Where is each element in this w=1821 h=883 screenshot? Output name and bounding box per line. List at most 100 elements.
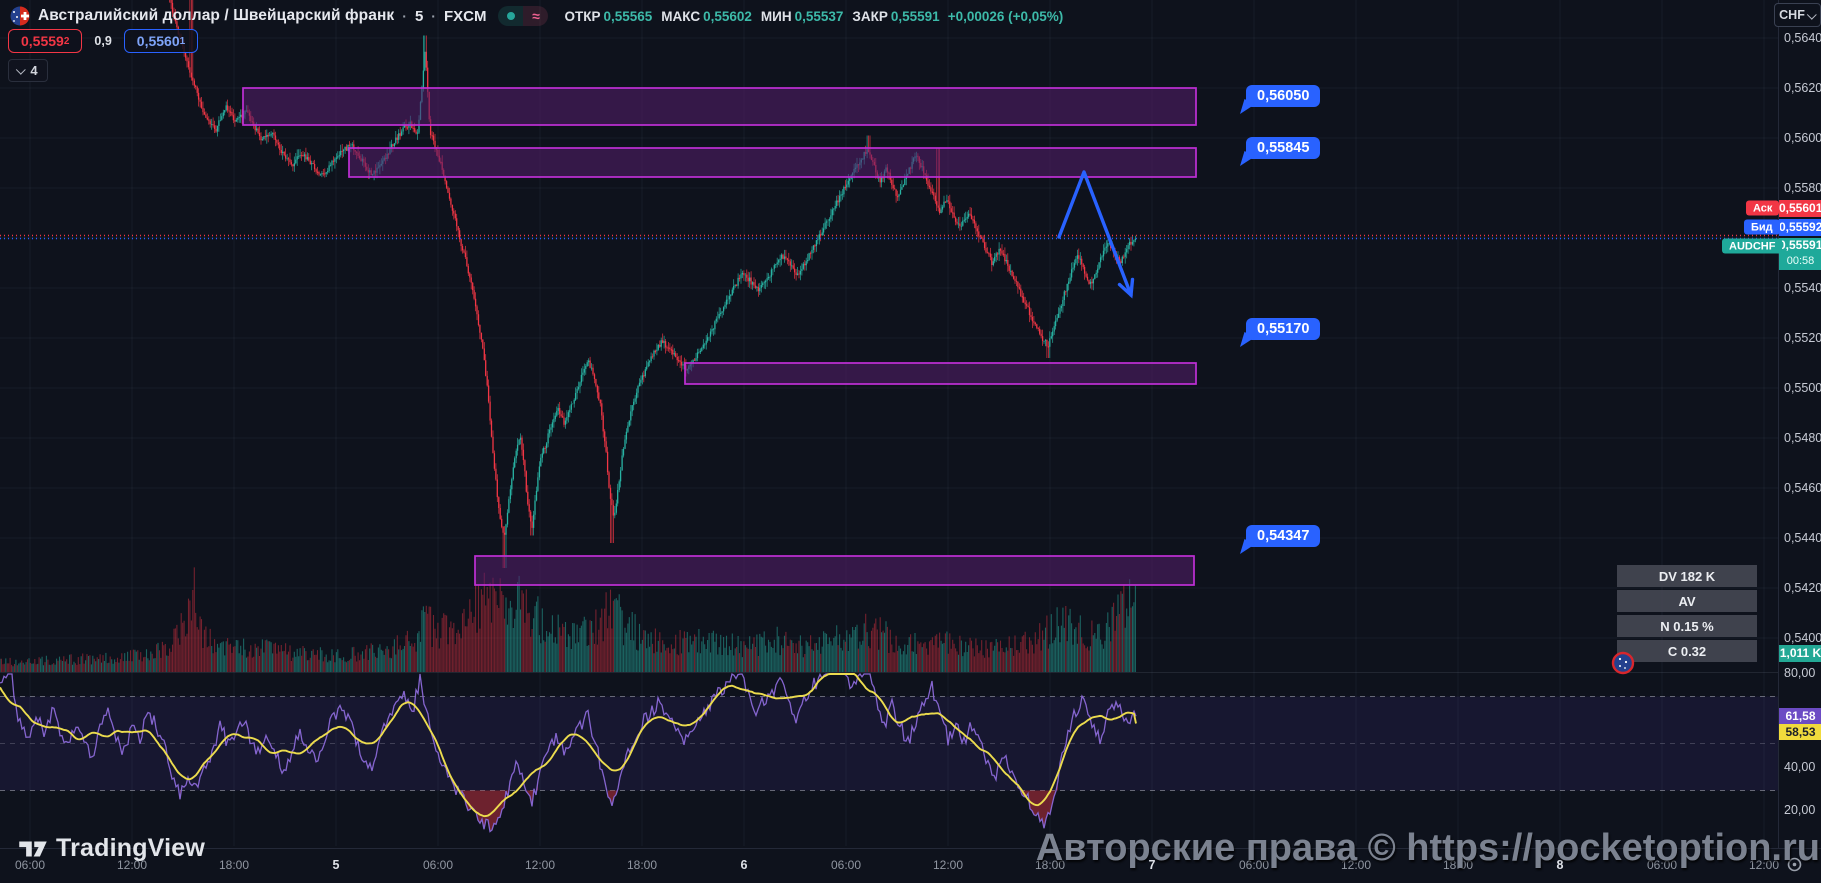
australia-flag-icon [1611,651,1635,675]
ohlc-value: 0,55602 [703,8,752,24]
time-tick-label: 18:00 [1442,858,1474,872]
price-change: +0,00026 (+0,05%) [947,8,1064,24]
candlesticks [169,0,1137,568]
sell-button[interactable]: 0,5559 2 [8,29,83,53]
market-info-row: C 0.32 [1617,640,1757,662]
indicators-count: 4 [30,63,38,78]
time-tick-label: 12:00 [524,858,556,872]
ohlc-label: ОТКР [564,8,601,24]
symbol-title[interactable]: Австралийский доллар / Швейцарский франк [38,7,395,24]
tradingview-logo[interactable]: TradingView [18,834,205,863]
last-price-chip: 0,55591 00:58 [1779,238,1821,270]
time-tick-label: 06:00 [1646,858,1678,872]
projection-arrow-head [1117,277,1135,299]
pair-flag-icon [10,6,30,26]
time-tick-label: 12:00 [1748,858,1780,872]
currency-toggle-button[interactable]: CHF [1774,3,1821,27]
chevron-down-icon [1806,9,1817,20]
price-chart-canvas[interactable] [0,0,1778,848]
symbol-tag: AUDCHF [1722,238,1783,254]
zone-price-label[interactable]: 0,55845 [1246,137,1321,159]
time-tick-label: 12:00 [116,858,148,872]
time-tick-label: 06:00 [830,858,862,872]
buy-price: 0,5560 [136,33,180,49]
time-tick-label: 12:00 [1340,858,1372,872]
indicators-collapse-button[interactable]: 4 [8,59,48,82]
ohlc-label: ЗАКР [852,8,888,24]
time-tick-label: 18:00 [218,858,250,872]
trade-buttons-row: 0,5559 2 0,9 0,5560 1 [8,29,199,53]
market-info-table: DV 182 K AV N 0.15 % C 0.32 [1611,565,1757,675]
ohlc-value: 0,55591 [890,8,940,24]
supply-demand-zone [474,555,1195,586]
delayed-data-icon: ≈ [523,6,549,26]
time-tick-label: 06:00 [1238,858,1270,872]
title-separator: · [431,8,436,24]
ohlc-label: МИН [760,8,792,24]
tradingview-mark-icon [19,841,47,856]
price-tick-label: 20,00 [1784,803,1816,817]
price-tick-label: 0,54000 [1784,631,1821,645]
ohlc-values: ОТКР 0,55565 МАКС 0,55602 МИН 0,55537 ЗАКР 0,55… [564,9,939,24]
sell-price: 0,5559 [21,33,64,49]
supply-demand-zone [348,147,1197,178]
volume-value-chip: 1,011 K [1779,645,1821,662]
ask-price-chip: 0,55601 [1779,200,1821,217]
time-tick-label: 6 [740,858,748,872]
rsi-line [0,672,1137,833]
zone-price-label[interactable]: 0,54347 [1246,525,1321,547]
time-tick-label: 18:00 [1034,858,1066,872]
ohlc-value: 0,55537 [794,8,844,24]
time-tick-label: 18:00 [626,858,658,872]
time-tick-label: 06:00 [14,858,46,872]
time-axis[interactable]: 06:00 12:00 18:00 5 06:00 12:00 18:00 6 06:00 12:… [0,848,1821,883]
market-info-row: DV 182 K [1617,565,1757,587]
time-tick-label: 8 [1556,858,1564,872]
bid-price-chip: 0,55592 [1779,219,1821,236]
supply-demand-zone [242,87,1197,126]
price-tick-label: 80,00 [1784,666,1816,680]
chevron-down-icon [16,64,27,75]
bar-countdown: 00:58 [1786,255,1815,267]
spread-value: 0,9 [94,34,112,48]
exchange-label[interactable]: FXCM [443,7,487,25]
supply-demand-zone [684,362,1197,385]
time-tick-label: 12:00 [932,858,964,872]
volume-bars [0,567,1136,672]
rsi-ma-value-chip: 58,53 [1779,724,1821,740]
buy-button[interactable]: 0,5560 1 [123,29,199,53]
zone-price-label[interactable]: 0,55170 [1246,318,1321,340]
supply-demand-zones [242,87,1197,586]
symbol-header: Австралийский доллар / Швейцарский франк… [10,6,1063,26]
time-tick-label: 7 [1148,858,1156,872]
ohlc-label: МАКС [661,8,701,24]
time-tick-label: 5 [332,858,340,872]
rsi-ma-line [0,673,1137,818]
currency-label: CHF [1779,8,1805,22]
copyright-watermark: Авторские права © https://pocketoption.r… [1035,827,1820,869]
market-info-row: N 0.15 % [1617,615,1757,637]
market-open-dot-icon [498,6,524,26]
market-info-row: AV [1617,590,1757,612]
zone-price-label[interactable]: 0,56050 [1246,85,1321,107]
ohlc-value: 0,55565 [603,8,653,24]
interval-label[interactable]: 5 [414,7,424,25]
gear-icon[interactable] [1786,856,1803,873]
time-tick-label: 06:00 [422,858,454,872]
bid-tag: Бид [1744,219,1780,235]
rsi-value-chip: 61,58 [1779,708,1821,724]
sell-price-sup: 2 [63,36,70,47]
market-status-pill[interactable]: ≈ [498,6,549,26]
